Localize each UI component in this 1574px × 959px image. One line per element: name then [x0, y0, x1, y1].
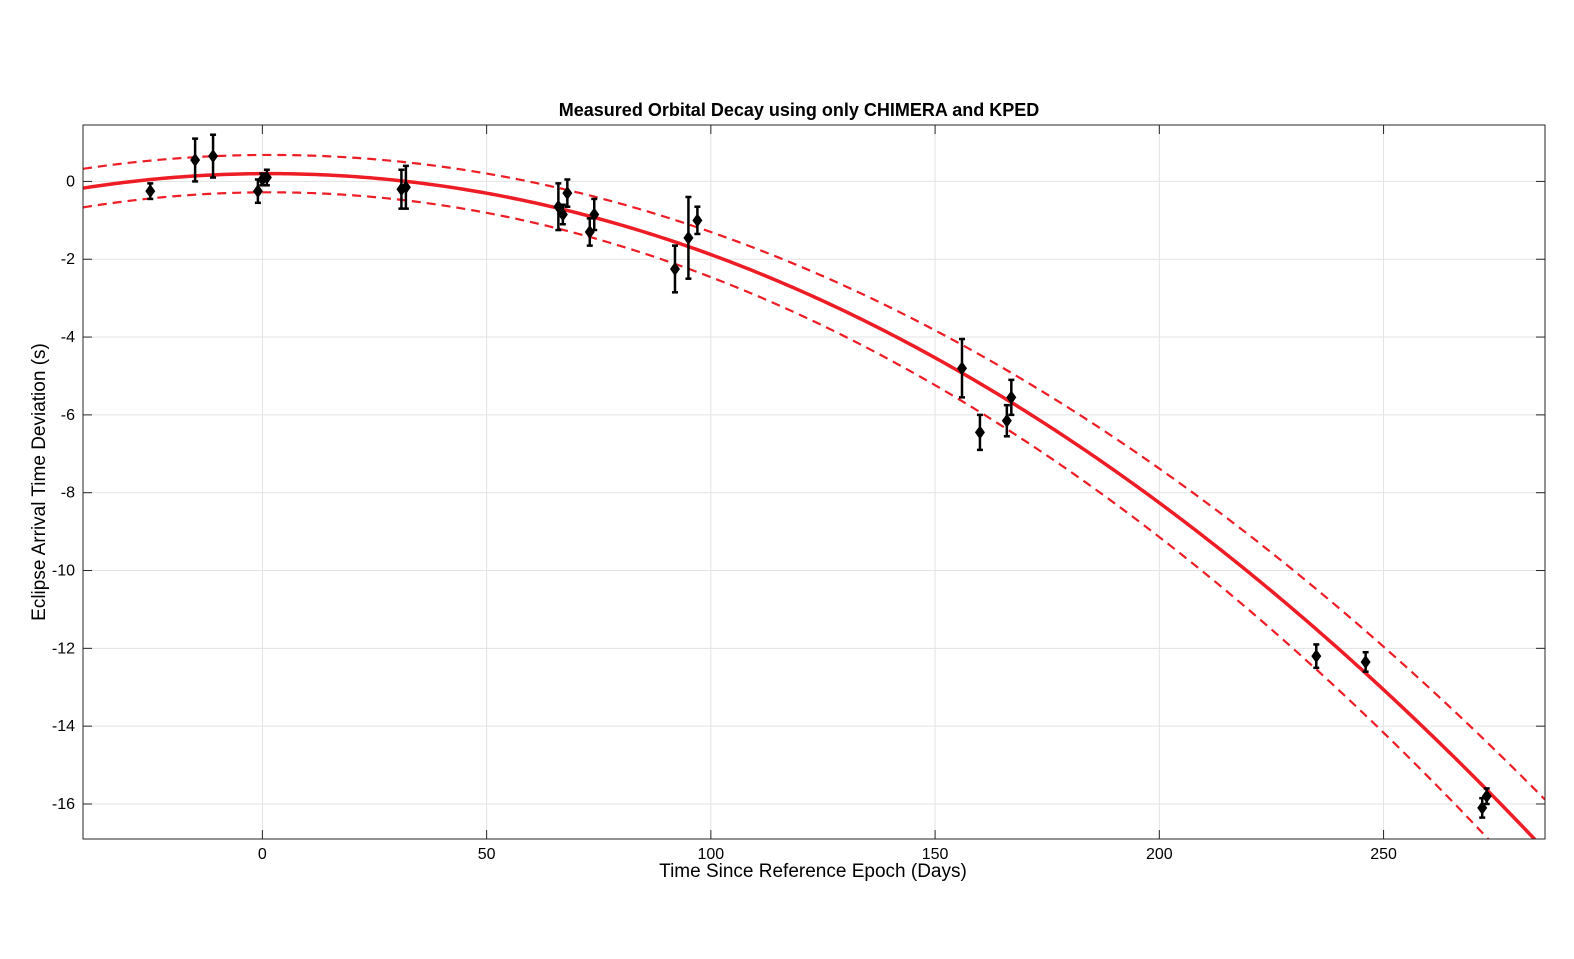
x-tick-label: 150 — [922, 846, 949, 863]
best-fit-curve — [83, 171, 1537, 839]
data-point — [557, 203, 568, 226]
data-point — [261, 168, 272, 187]
data-point — [589, 197, 600, 232]
diamond-marker — [589, 207, 600, 222]
data-point — [400, 164, 411, 210]
data-point — [1360, 650, 1371, 673]
diamond-marker — [261, 170, 272, 185]
diamond-marker — [145, 184, 156, 199]
data-point — [974, 413, 985, 452]
diamond-marker — [562, 186, 573, 201]
plot-frame — [82, 124, 1546, 840]
y-tick-label: -12 — [52, 640, 75, 657]
diamond-marker — [1006, 390, 1017, 405]
diamond-marker — [584, 225, 595, 240]
y-tick-label: -14 — [52, 718, 75, 735]
data-point — [190, 137, 201, 183]
y-tick-label: -4 — [61, 329, 75, 346]
x-tick-label: 50 — [478, 846, 496, 863]
diamond-marker — [1001, 413, 1012, 428]
data-point — [1481, 787, 1492, 806]
diamond-marker — [683, 230, 694, 245]
diamond-marker — [557, 207, 568, 222]
diamond-marker — [553, 199, 564, 214]
y-tick-label: -16 — [52, 796, 75, 813]
data-point — [692, 205, 703, 236]
data-point — [562, 178, 573, 208]
diamond-marker — [190, 153, 201, 168]
diamond-marker — [956, 361, 967, 376]
x-tick-label: 250 — [1370, 846, 1397, 863]
diamond-marker — [1360, 654, 1371, 669]
fit-curves — [83, 153, 1545, 839]
diamond-marker — [400, 180, 411, 195]
data-points — [145, 133, 1492, 819]
axis-ticks: 0 50 100 150 200 250 0 -2 -4 -6 -8 -10 -12 -14 -16 — [52, 125, 1545, 863]
y-tick-label: -10 — [52, 563, 75, 580]
fit-bound-curve — [83, 191, 1490, 839]
fit-bound-curve — [83, 153, 1545, 801]
plot-background — [83, 125, 1545, 839]
y-tick-label: -6 — [61, 407, 75, 424]
x-tick-label: 0 — [258, 846, 267, 863]
diamond-marker — [252, 184, 263, 199]
y-tick-label: 0 — [66, 173, 75, 190]
diamond-marker — [692, 213, 703, 228]
data-point — [145, 182, 156, 201]
data-point — [1001, 403, 1012, 438]
x-tick-label: 100 — [698, 846, 725, 863]
x-tick-label: 200 — [1146, 846, 1173, 863]
data-point — [683, 195, 694, 280]
x-axis-label: Time Since Reference Epoch (Days) — [659, 861, 967, 882]
y-axis-label: Eclipse Arrival Time Deviation (s) — [29, 343, 50, 621]
data-point — [584, 217, 595, 247]
diamond-marker — [1481, 789, 1492, 804]
diamond-marker — [208, 149, 219, 164]
diamond-marker — [1311, 649, 1322, 664]
data-point — [956, 337, 967, 399]
data-point — [1006, 378, 1017, 417]
data-point — [553, 182, 564, 232]
data-point — [208, 133, 219, 179]
diamond-marker — [974, 425, 985, 440]
diamond-marker — [669, 261, 680, 276]
chart-title: Measured Orbital Decay using only CHIMER… — [559, 100, 1039, 120]
y-tick-label: -2 — [61, 251, 75, 268]
data-point — [669, 244, 680, 294]
y-tick-label: -8 — [61, 485, 75, 502]
grid-lines — [83, 125, 1545, 839]
data-point — [1311, 643, 1322, 670]
